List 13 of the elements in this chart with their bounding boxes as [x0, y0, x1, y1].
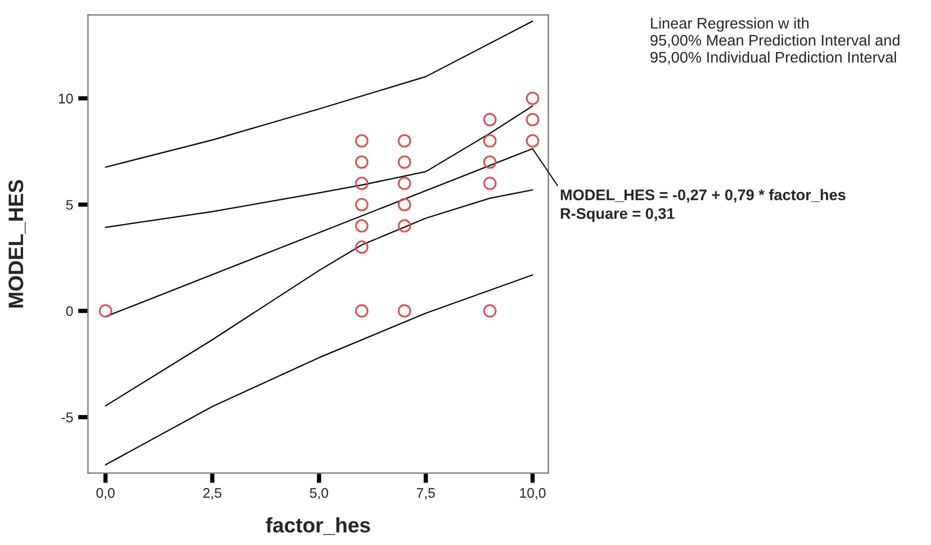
- y-tick-label: 0: [66, 306, 73, 316]
- y-tick-label: 5: [66, 200, 73, 210]
- x-tick-label: 0,0: [96, 488, 115, 500]
- x-tick-label: 7,5: [416, 488, 435, 500]
- y-tick-label: 10: [59, 94, 73, 104]
- text: Linear Regression w ith 95,00% Mean Prediction Interval and 95,00% Individual Prediction Interval: [650, 17, 900, 64]
- x-tick-label: 5,0: [310, 488, 328, 500]
- x-tick-label: 2,5: [203, 488, 222, 500]
- y-axis-title: MODEL_HES: [8, 180, 26, 308]
- y-tick-label: -5: [62, 412, 73, 422]
- annotation: MODEL_HES = -0,27 + 0,79 * factor_hes R-Square = 0,31: [560, 189, 846, 222]
- x-tick-label: 10,0: [520, 488, 546, 500]
- x-axis-title: factor_hes: [266, 517, 370, 535]
